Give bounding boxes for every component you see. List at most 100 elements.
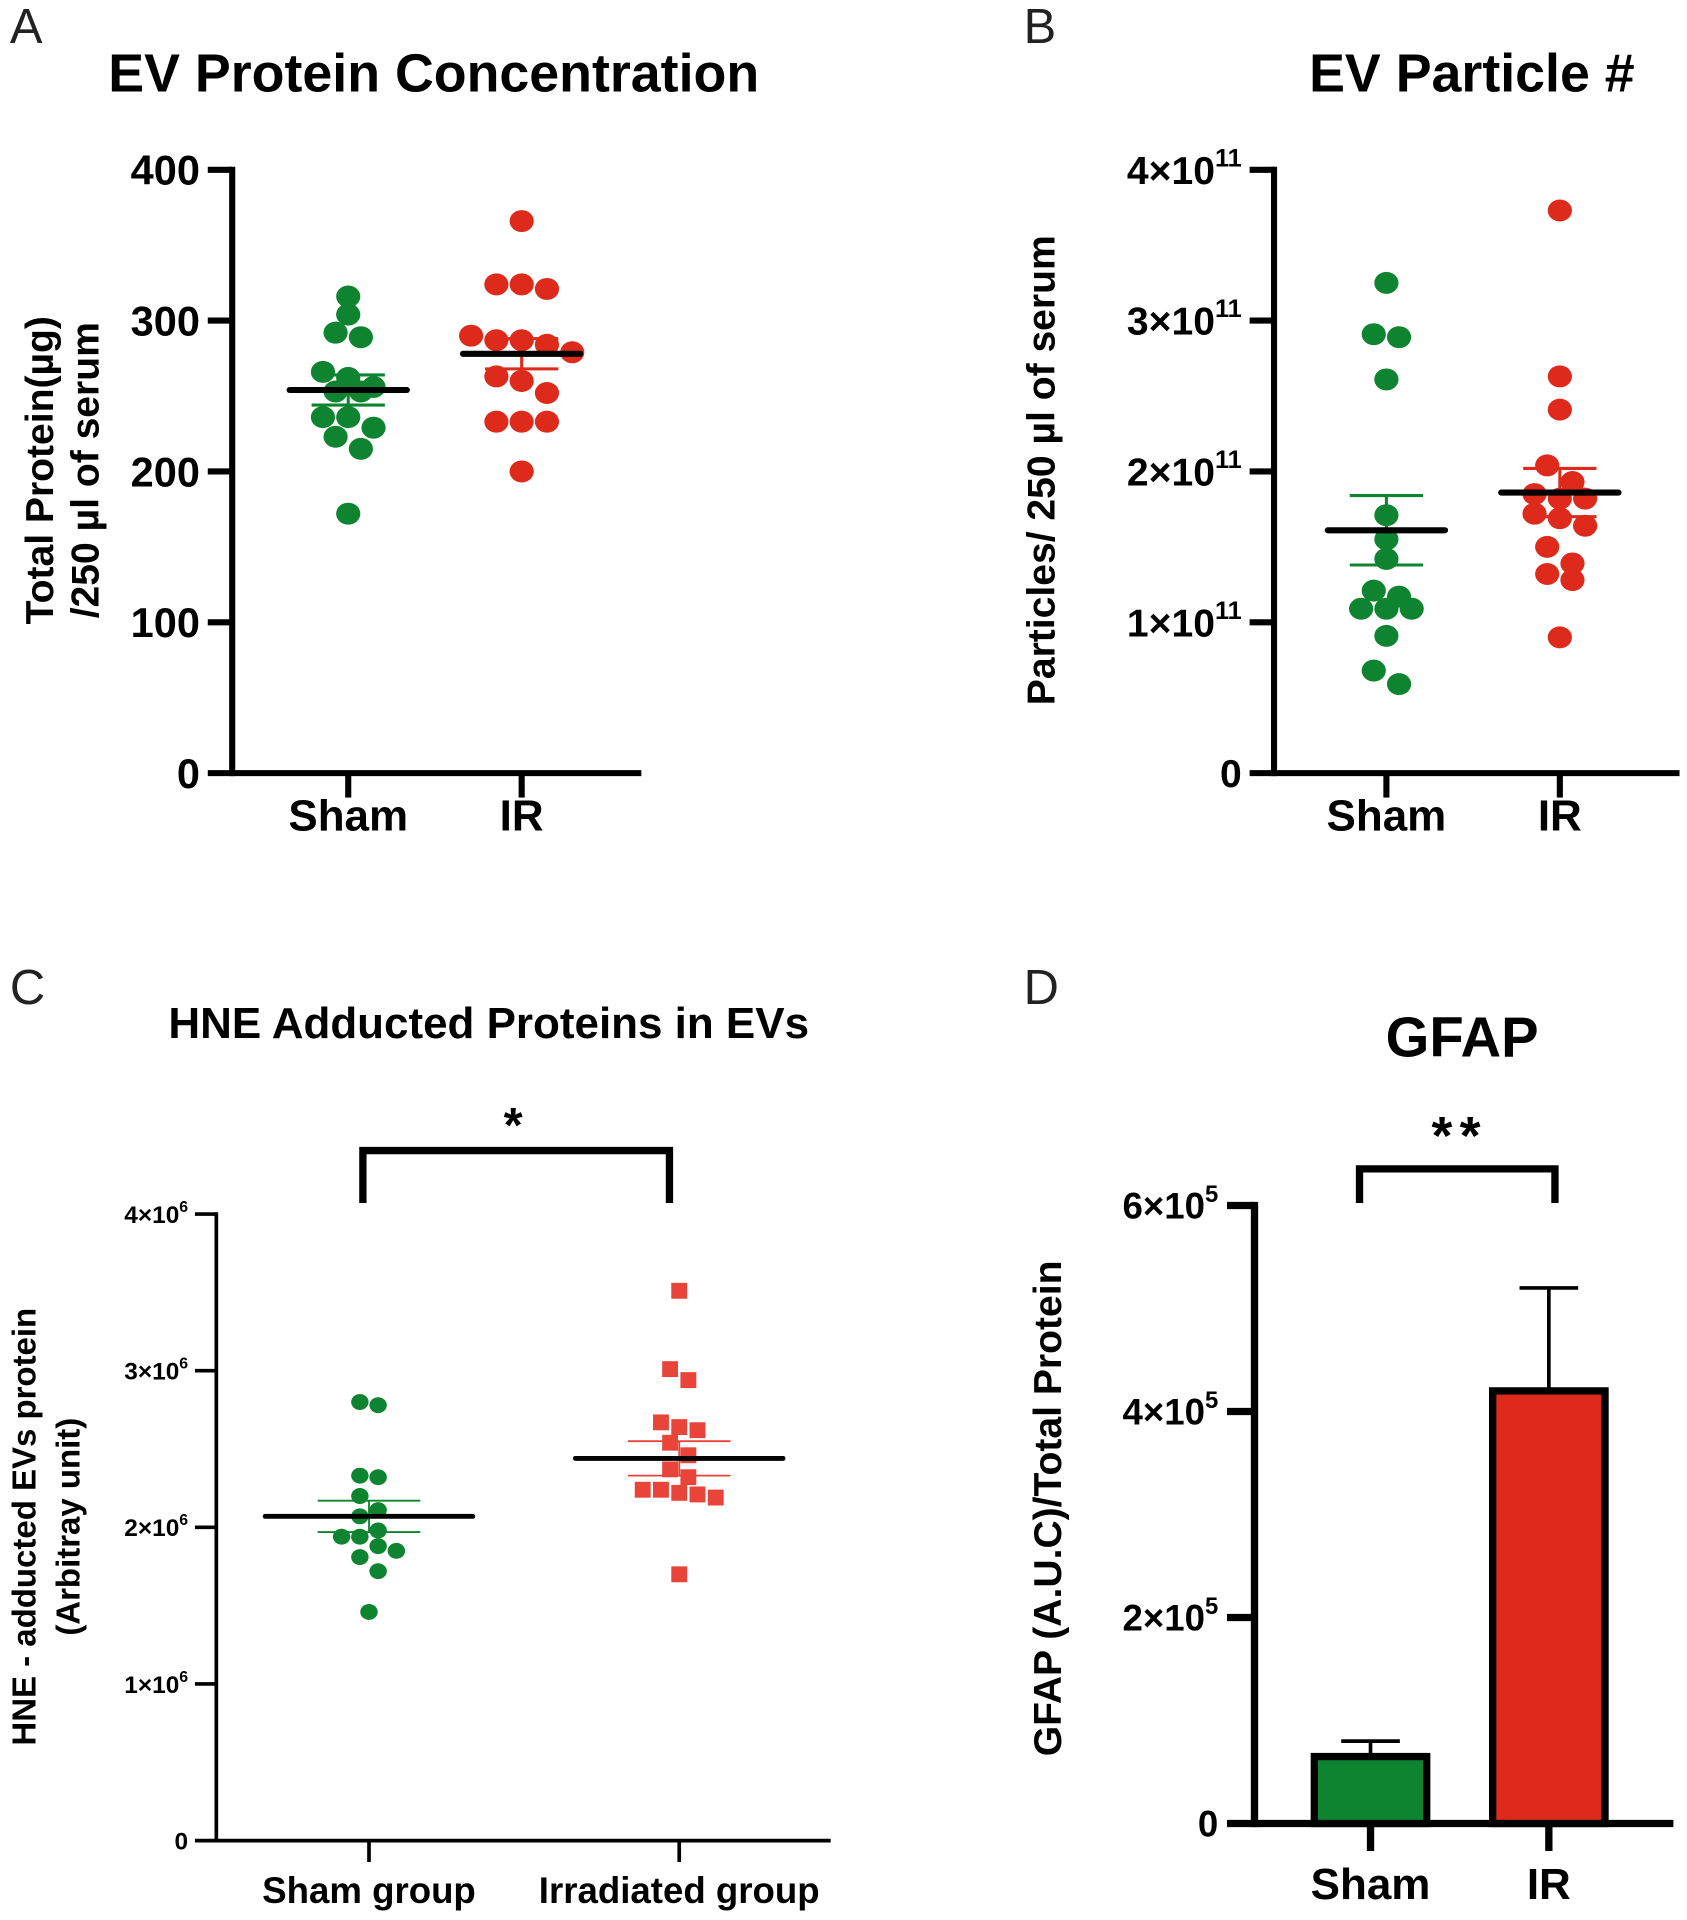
y-tick-label: 2×1011: [1127, 446, 1242, 495]
y-tick-base: 2×10: [1122, 1598, 1205, 1639]
y-tick-base: 300: [131, 298, 200, 345]
data-point: [1547, 626, 1572, 649]
y-tick-label: 4×106: [124, 1199, 188, 1229]
data-point-square: [680, 1469, 697, 1486]
data-point: [310, 360, 336, 383]
data-point: [1374, 368, 1399, 391]
data-point: [1374, 271, 1399, 294]
data-point-square: [671, 1282, 688, 1299]
y-tick-label: 4×1011: [1127, 144, 1242, 193]
y-tick-base: 400: [131, 147, 200, 194]
y-tick-exponent: 11: [1215, 295, 1242, 323]
data-point: [336, 285, 361, 308]
data-point-square: [671, 1419, 688, 1436]
x-tick-label: IR: [1538, 792, 1582, 841]
data-point: [1399, 597, 1424, 620]
data-point: [387, 1542, 406, 1559]
x-tick-label: Sham: [288, 792, 408, 841]
y-tick-exponent: 5: [1205, 1181, 1218, 1208]
y-axis-label: GFAP (A.U.C)/Total Protein: [1027, 1261, 1070, 1757]
y-tick-exponent: 5: [1205, 1387, 1218, 1414]
bar-sham: [1310, 1752, 1431, 1828]
data-point: [534, 410, 560, 433]
y-tick-base: 100: [131, 599, 200, 646]
data-point: [459, 324, 484, 347]
y-tick-base: 4×10: [124, 1202, 179, 1229]
y-tick-base: 0: [177, 750, 200, 797]
data-point: [484, 273, 509, 296]
y-tick-exponent: 5: [1205, 1593, 1218, 1620]
data-point: [509, 273, 534, 296]
y-tick-label: 100: [131, 599, 200, 646]
data-point: [1560, 552, 1585, 575]
data-point-square: [662, 1434, 679, 1451]
chart-title: EV Protein Concentration: [108, 44, 759, 104]
data-point: [369, 1397, 387, 1414]
data-point-square: [653, 1414, 669, 1431]
data-point: [1386, 326, 1412, 349]
panel-letter: A: [10, 0, 43, 54]
y-tick-label: 4×105: [1122, 1387, 1218, 1432]
y-tick-base: 1×10: [124, 1672, 179, 1699]
significance-marker: *: [504, 1099, 530, 1153]
y-tick-label: 1×1011: [1127, 597, 1242, 646]
data-point: [1522, 502, 1547, 525]
data-point: [310, 406, 336, 429]
y-tick-label: 300: [131, 298, 200, 345]
y-tick-base: 6×10: [1122, 1186, 1205, 1227]
y-tick-label: 400: [131, 147, 200, 194]
data-point: [323, 425, 348, 448]
y-tick-label: 0: [175, 1828, 189, 1855]
y-tick-base: 4×10: [1122, 1392, 1205, 1433]
data-point: [509, 210, 534, 233]
data-point: [336, 502, 361, 525]
panel-letter: D: [1024, 961, 1059, 1015]
y-tick-exponent: 6: [179, 1355, 188, 1372]
y-tick-label: 2×106: [124, 1512, 188, 1542]
data-point: [348, 437, 373, 460]
y-tick-base: 0: [1220, 753, 1242, 796]
y-axis-label: (Arbitray unit): [50, 1418, 87, 1636]
y-axis-label: /250 µl of serum: [64, 322, 107, 618]
y-tick-exponent: 11: [1215, 597, 1242, 625]
y-tick-base: 3×10: [1127, 301, 1215, 344]
y-tick-label: 6×105: [1122, 1181, 1218, 1226]
data-point: [1535, 563, 1560, 586]
data-point: [369, 1563, 387, 1580]
y-tick-label: 1×106: [124, 1669, 188, 1699]
y-tick-base: 3×10: [124, 1358, 179, 1385]
x-tick-label: Sham group: [262, 1870, 476, 1911]
y-tick-exponent: 11: [1215, 144, 1242, 172]
y-tick-base: 2×10: [124, 1515, 179, 1542]
data-point: [1547, 365, 1572, 388]
data-point: [1386, 673, 1412, 696]
data-point: [509, 460, 534, 483]
data-point: [348, 326, 373, 349]
y-tick-base: 200: [131, 448, 200, 495]
data-point-square: [671, 1484, 688, 1501]
data-point: [323, 321, 348, 344]
data-point: [1361, 323, 1386, 346]
data-point: [509, 410, 534, 433]
data-point: [336, 406, 361, 429]
y-axis-label: HNE - adducted EVs protein: [6, 1308, 43, 1746]
y-tick-label: 0: [1220, 753, 1242, 796]
data-point: [1361, 659, 1386, 682]
x-tick-label: IR: [1527, 1860, 1571, 1909]
y-tick-base: 1×10: [1127, 602, 1215, 645]
data-point: [534, 277, 560, 300]
data-point: [1560, 471, 1585, 494]
data-point: [336, 303, 361, 326]
data-point: [1374, 624, 1399, 647]
y-tick-label: 0: [177, 750, 200, 797]
data-point: [369, 1469, 387, 1486]
data-point: [1349, 597, 1374, 620]
y-tick-label: 3×106: [124, 1355, 188, 1385]
data-point: [369, 1538, 387, 1555]
data-point: [1374, 597, 1399, 620]
panel-letter: B: [1024, 0, 1057, 54]
data-point: [509, 369, 534, 392]
data-point: [1547, 398, 1572, 421]
data-point: [1573, 514, 1598, 537]
